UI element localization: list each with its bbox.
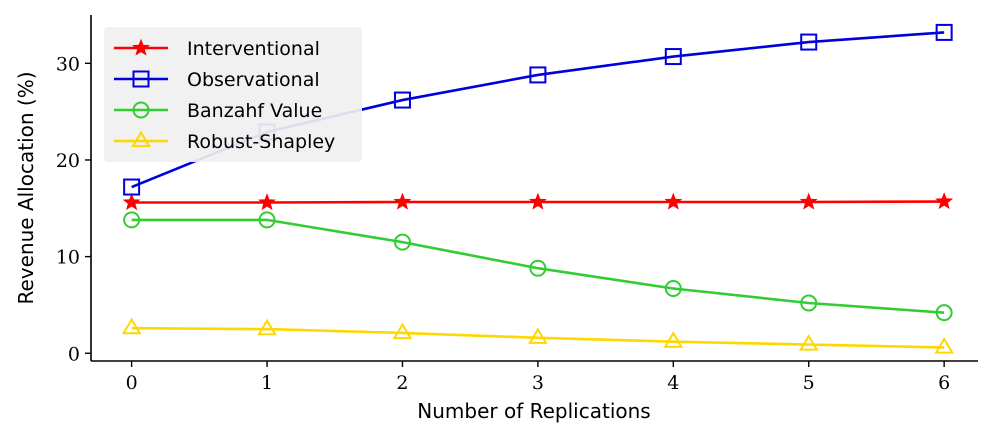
legend-marker-observational [132,70,150,88]
ticks: 0 1 2 3 4 5 6 0 10 20 30 [56,53,950,394]
data-point-observational [123,178,141,196]
x-tick-label: 2 [396,372,408,394]
data-point-banzahf-value [664,280,682,298]
legend-box [104,27,362,162]
y-axis-label: Revenue Allocation (%) [14,71,38,304]
series-interventional [122,192,954,211]
data-point-observational [393,91,411,109]
legend-item-robust-shapley: Robust-Shapley [114,130,335,153]
legend-label: Observational [187,69,320,91]
data-point-observational [529,66,547,84]
data-point-observational [664,48,682,66]
x-tick-label: 3 [532,372,544,394]
legend-marker-interventional [132,38,150,56]
legend-label: Interventional [187,38,320,60]
legend-label: Robust-Shapley [187,131,335,153]
data-point-robust-shapley [257,318,277,336]
data-point-banzahf-value [123,211,141,229]
y-tick-label: 20 [56,150,80,172]
series-layer [121,23,954,354]
y-tick-label: 30 [56,53,80,75]
x-tick-label: 6 [938,372,950,394]
legend-label: Banzahf Value [187,100,322,122]
data-point-interventional [935,192,954,210]
data-point-observational [800,33,818,51]
x-axis-label: Number of Replications [417,399,650,423]
data-point-interventional [258,193,276,211]
x-tick-label: 5 [803,372,815,394]
data-point-robust-shapley [663,331,684,348]
legend-item-banzahf-value: Banzahf Value [114,100,322,122]
data-point-interventional [393,192,412,210]
data-point-interventional [122,193,141,211]
data-point-robust-shapley [121,317,142,335]
data-point-banzahf-value [393,233,411,251]
series-line-banzahf-value [131,218,945,314]
data-point-banzahf-value [258,211,276,229]
legend: Interventional Observational Banzahf Value… [104,27,362,162]
x-tick-label: 1 [261,372,273,394]
y-tick-label: 0 [68,343,80,365]
legend-marker-robust-shapley [131,130,151,148]
legend-item-interventional: Interventional [114,38,320,60]
data-point-robust-shapley [528,327,548,344]
x-tick-label: 4 [667,372,679,394]
data-point-interventional [528,192,547,210]
series-line-robust-shapley [131,326,945,349]
data-point-banzahf-value [935,304,953,322]
data-point-robust-shapley [934,337,954,354]
series-banzahf-value [123,211,953,322]
data-point-robust-shapley [798,334,819,351]
data-point-observational [935,23,953,41]
data-point-banzahf-value [800,294,818,312]
axes [90,15,978,362]
legend-marker-banzahf-value [132,101,150,119]
series-robust-shapley [121,317,954,354]
legend-item-observational: Observational [114,69,320,91]
y-tick-label: 10 [56,247,80,269]
data-point-interventional [664,192,683,210]
data-point-banzahf-value [529,259,547,277]
data-point-robust-shapley [392,322,413,340]
x-tick-label: 0 [126,372,138,394]
data-point-interventional [799,192,818,210]
